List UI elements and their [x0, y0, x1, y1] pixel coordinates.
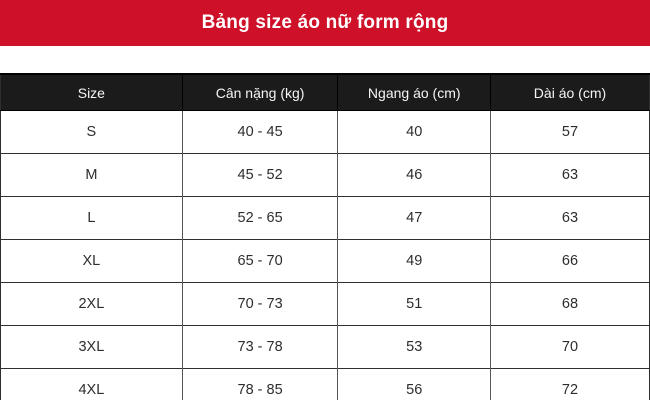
cell-chest-width-cm: 46 — [337, 153, 491, 197]
cell-weight-kg: 73 - 78 — [181, 325, 338, 369]
cell-weight-kg: 40 - 45 — [181, 110, 338, 154]
table-row: 3XL 73 - 78 53 70 — [0, 325, 650, 369]
cell-weight-kg: 78 - 85 — [181, 368, 338, 400]
cell-size: S — [0, 110, 183, 154]
cell-size: 4XL — [0, 368, 183, 400]
cell-weight-kg: 65 - 70 — [181, 239, 338, 283]
cell-size: L — [0, 196, 183, 240]
cell-weight-kg: 52 - 65 — [181, 196, 338, 240]
cell-size: 2XL — [0, 282, 183, 326]
cell-chest-width-cm: 51 — [337, 282, 491, 326]
column-header-size: Size — [0, 74, 183, 111]
cell-shirt-length-cm: 66 — [489, 239, 650, 283]
size-table: Size Cân nặng (kg) Ngang áo (cm) Dài áo … — [0, 73, 650, 400]
table-row: M 45 - 52 46 63 — [0, 153, 650, 197]
table-row: 2XL 70 - 73 51 68 — [0, 282, 650, 326]
cell-shirt-length-cm: 70 — [489, 325, 650, 369]
cell-size: 3XL — [0, 325, 183, 369]
cell-weight-kg: 70 - 73 — [181, 282, 338, 326]
table-row: S 40 - 45 40 57 — [0, 110, 650, 154]
cell-chest-width-cm: 56 — [337, 368, 491, 400]
cell-shirt-length-cm: 63 — [489, 196, 650, 240]
cell-chest-width-cm: 47 — [337, 196, 491, 240]
column-header-shirt-length-cm: Dài áo (cm) — [489, 74, 650, 111]
cell-shirt-length-cm: 57 — [489, 110, 650, 154]
cell-chest-width-cm: 53 — [337, 325, 491, 369]
cell-size: M — [0, 153, 183, 197]
size-table-header: Size Cân nặng (kg) Ngang áo (cm) Dài áo … — [0, 74, 650, 111]
page-title: Bảng size áo nữ form rộng — [201, 12, 449, 33]
table-row: XL 65 - 70 49 66 — [0, 239, 650, 283]
cell-chest-width-cm: 49 — [337, 239, 491, 283]
cell-weight-kg: 45 - 52 — [181, 153, 338, 197]
header-row: Size Cân nặng (kg) Ngang áo (cm) Dài áo … — [0, 74, 650, 111]
column-header-weight-kg: Cân nặng (kg) — [181, 74, 338, 111]
cell-shirt-length-cm: 72 — [489, 368, 650, 400]
table-row: 4XL 78 - 85 56 72 — [0, 368, 650, 400]
column-header-chest-width-cm: Ngang áo (cm) — [337, 74, 491, 111]
cell-shirt-length-cm: 63 — [489, 153, 650, 197]
cell-size: XL — [0, 239, 183, 283]
size-table-body: S 40 - 45 40 57 M 45 - 52 46 63 L 52 - 65 47 63 XL 65… — [0, 110, 650, 400]
title-banner: Bảng size áo nữ form rộng — [0, 0, 650, 46]
table-row: L 52 - 65 47 63 — [0, 196, 650, 240]
cell-chest-width-cm: 40 — [337, 110, 491, 154]
cell-shirt-length-cm: 68 — [489, 282, 650, 326]
